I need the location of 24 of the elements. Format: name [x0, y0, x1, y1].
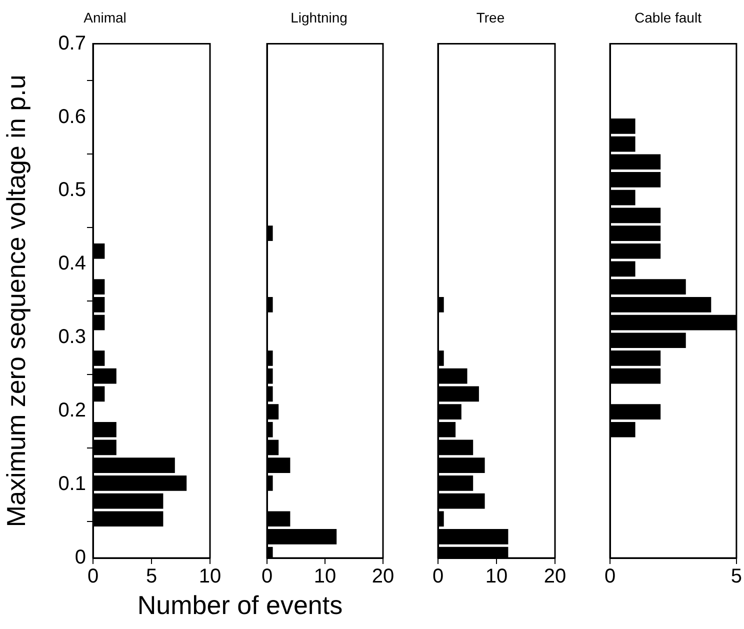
y-tick-label: 0.4 [58, 252, 86, 275]
x-tick-label: 0 [261, 566, 273, 588]
x-tick-label: 5 [146, 566, 158, 588]
chart-title: Animal [84, 9, 126, 26]
x-tick-label: 10 [198, 566, 222, 588]
chart-title: Lightning [290, 9, 348, 26]
x-tick-label: 0 [604, 566, 616, 588]
y-tick-label: 0.3 [58, 326, 86, 348]
y-tick-label: 0.5 [58, 179, 86, 202]
y-tick-label: 0.2 [58, 400, 86, 422]
x-tick-label: 10 [314, 566, 336, 588]
chart-title: Cable fault [634, 9, 702, 26]
y-tick-label: 0 [74, 546, 86, 569]
x-axis-title: Number of events [137, 590, 343, 621]
y-tick-label: 0.6 [58, 106, 86, 128]
y-axis-title: Maximum zero sequence voltage in p.u [0, 74, 31, 528]
x-tick-label: 20 [544, 566, 566, 588]
x-tick-label: 20 [372, 566, 394, 588]
x-tick-label: 5 [730, 566, 742, 588]
y-tick-label: 0.1 [58, 473, 86, 496]
x-tick-label: 10 [485, 566, 508, 588]
y-tick-label: 0.7 [58, 32, 86, 54]
chart-title: Tree [476, 9, 505, 26]
x-tick-label: 0 [432, 566, 444, 588]
